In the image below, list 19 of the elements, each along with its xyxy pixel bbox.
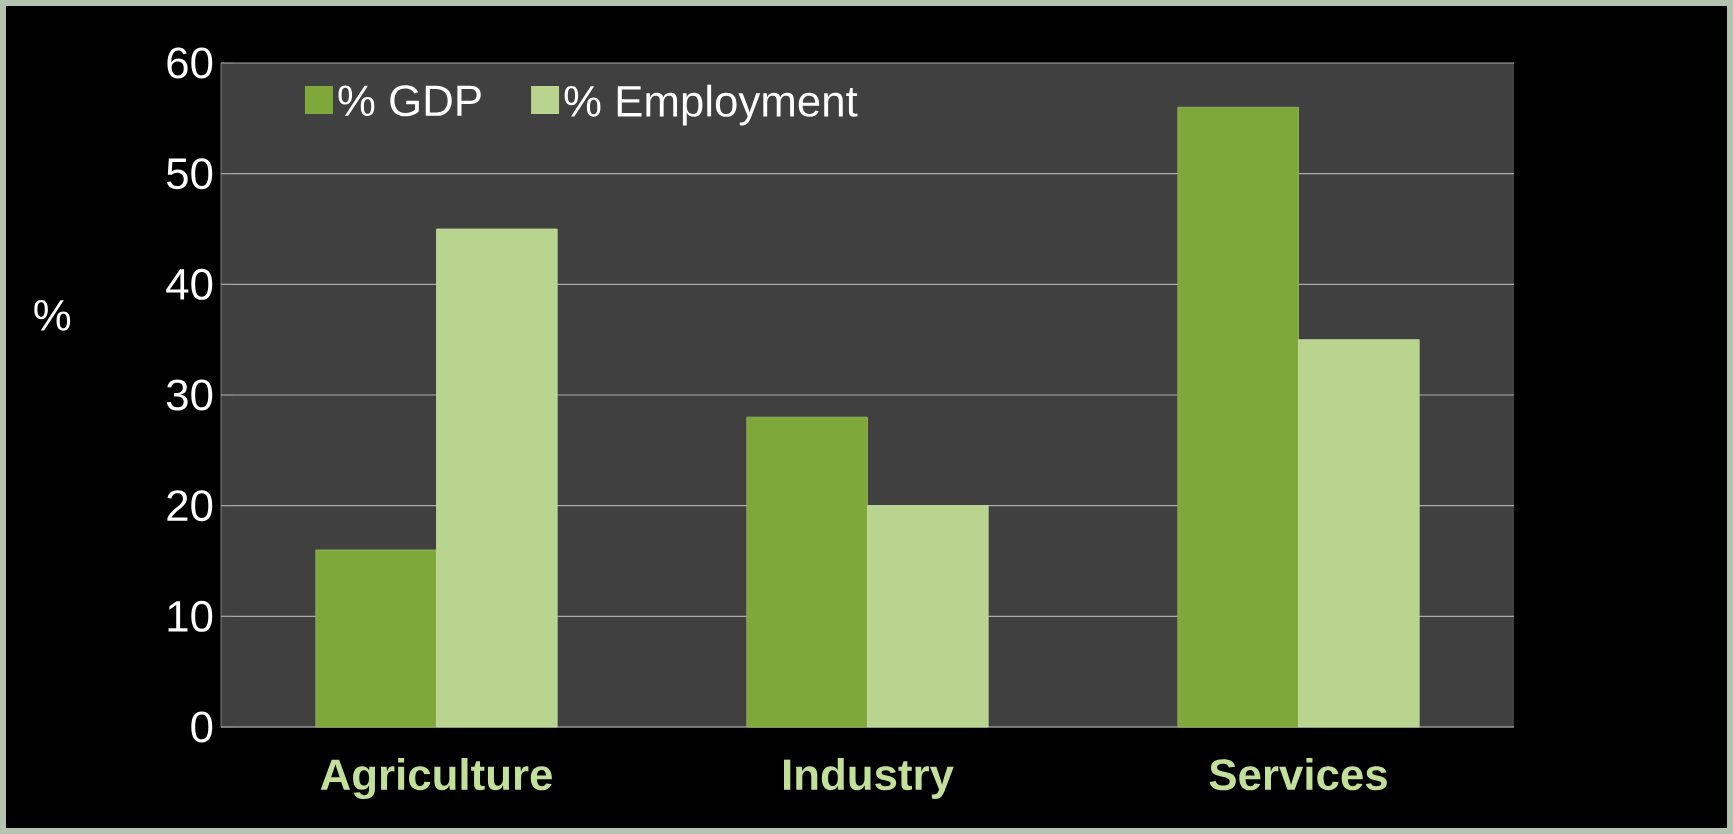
x-tick-label: Industry <box>783 758 954 799</box>
legend-label: % Employment <box>564 84 858 126</box>
y-tick-label: 0 <box>191 711 213 743</box>
bar <box>1298 339 1420 728</box>
legend-label: % GDP <box>338 85 481 117</box>
y-tick-label: 20 <box>167 490 213 522</box>
y-tick-label: 10 <box>168 600 213 632</box>
bar <box>436 228 558 728</box>
y-axis-title: % <box>34 299 71 331</box>
bar <box>1177 106 1299 728</box>
x-tick-label: Services <box>1209 758 1387 791</box>
y-tick-label: 50 <box>166 158 213 190</box>
bar <box>315 549 437 728</box>
x-tick-label: Agriculture <box>320 758 552 800</box>
bar <box>867 505 989 728</box>
y-tick-label: 60 <box>167 47 213 79</box>
y-tick-label: 30 <box>166 379 213 411</box>
bar <box>746 416 868 728</box>
y-tick-label: 40 <box>166 268 213 300</box>
